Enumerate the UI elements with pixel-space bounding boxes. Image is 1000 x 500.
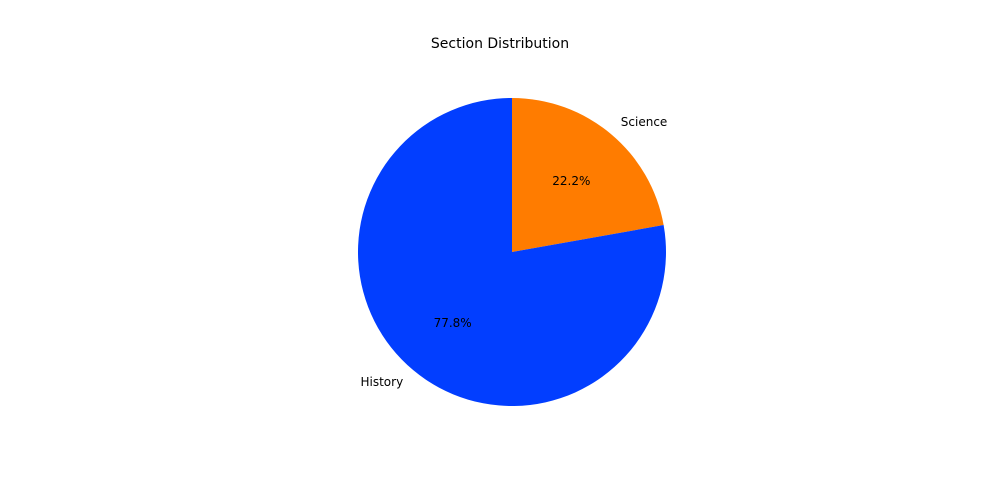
slice-label-science: Science bbox=[621, 115, 668, 129]
pie-slice-science bbox=[512, 98, 664, 252]
chart-title: Section Distribution bbox=[430, 36, 570, 52]
pct-label-science: 22.2% bbox=[552, 174, 590, 188]
pct-label-history: 77.8% bbox=[434, 316, 472, 330]
pie-slice-history bbox=[358, 97, 666, 406]
slice-label-history: History bbox=[360, 375, 403, 389]
